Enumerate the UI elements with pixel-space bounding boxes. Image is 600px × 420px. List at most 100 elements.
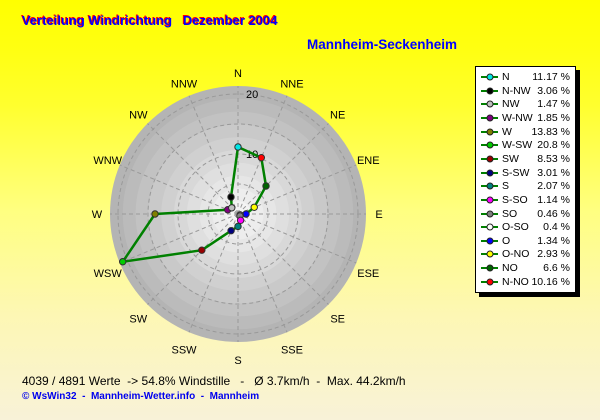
data-point-marker <box>236 216 245 225</box>
direction-labels: N NNE NE ENE E ESE SE SSE S SSW SW WSW W WNW NW NNW <box>92 68 383 367</box>
legend-item: N-NO 10.16 % <box>481 275 570 288</box>
legend-marker-dot-icon <box>486 264 493 272</box>
stats-line: 4039 / 4891 Werte -> 54.8% Windstille - … <box>22 374 406 388</box>
legend-direction-label: W <box>502 125 512 138</box>
legend-item: O 1.34 % <box>481 234 570 247</box>
legend-percent-value: 2.07 % <box>537 180 570 193</box>
legend-percent-value: 11.17 % <box>532 71 570 84</box>
legend-marker-dot-icon <box>486 155 493 163</box>
legend-marker-line <box>481 223 498 231</box>
direction-label: ENE <box>357 155 380 167</box>
legend-item: N 11.17 % <box>481 71 570 84</box>
legend-marker-dot-icon <box>486 87 493 95</box>
chart-title: Verteilung Windrichtung Dezember 2004 <box>22 13 278 28</box>
legend-direction-label: N-NO <box>502 275 529 288</box>
legend-marker-line <box>481 264 498 272</box>
legend-item: SW 8.53 % <box>481 152 570 165</box>
legend-item: S-SW 3.01 % <box>481 166 570 179</box>
legend-marker-line <box>481 100 498 108</box>
direction-label: E <box>375 209 382 221</box>
polar-grid <box>110 86 366 342</box>
legend-marker-line <box>481 114 498 122</box>
data-point-marker <box>234 222 242 231</box>
legend-marker-dot-icon <box>486 141 493 149</box>
legend-marker-dot-icon <box>486 223 493 231</box>
legend-direction-label: SW <box>502 152 519 165</box>
legend-percent-value: 3.06 % <box>537 84 570 97</box>
direction-label: WNW <box>93 155 122 167</box>
legend-direction-label: S-SW <box>502 166 530 179</box>
legend-percent-value: 8.53 % <box>537 152 570 165</box>
legend-box: N 11.17 % N-NW 3.06 % NW 1.47 % W-NW 1.85 % W 13.… <box>475 66 576 293</box>
legend-direction-label: O-NO <box>502 248 530 261</box>
legend-percent-value: 20.8 % <box>537 139 570 152</box>
legend-marker-line <box>481 155 498 163</box>
legend-marker-line <box>481 73 498 81</box>
legend-item: S 2.07 % <box>481 180 570 193</box>
direction-label: S <box>234 355 241 367</box>
legend-direction-label: O <box>502 234 511 247</box>
direction-label: SSW <box>172 344 198 356</box>
legend-direction-label: W-SW <box>502 139 533 152</box>
data-point-marker <box>227 226 235 235</box>
legend-marker-dot-icon <box>486 169 493 177</box>
data-point-marker <box>228 204 236 212</box>
direction-label: N <box>234 68 242 80</box>
legend-percent-value: 1.34 % <box>537 234 570 247</box>
legend-marker-line <box>481 169 498 177</box>
legend-marker-dot-icon <box>486 210 493 218</box>
legend-item: O-SO 0.4 % <box>481 221 570 234</box>
legend-marker-dot-icon <box>486 100 493 108</box>
direction-label: SSE <box>281 344 303 356</box>
data-point-marker <box>257 153 266 162</box>
data-point-marker <box>118 258 127 266</box>
legend-percent-value: 6.6 % <box>543 262 570 275</box>
legend-marker-dot-icon <box>486 182 493 190</box>
credit-line: © WsWin32 - Mannheim-Wetter.info - Mannh… <box>22 391 260 402</box>
direction-label: NNW <box>171 79 198 91</box>
legend-marker-line <box>481 278 498 286</box>
legend-marker-line <box>481 182 498 190</box>
legend-item: O-NO 2.93 % <box>481 248 570 261</box>
legend-marker-line <box>481 141 498 149</box>
legend-item: NW 1.47 % <box>481 98 570 111</box>
legend-marker-dot-icon <box>486 114 493 122</box>
direction-label: SE <box>330 314 345 326</box>
legend-item: W-NW 1.85 % <box>481 112 570 125</box>
legend-item: W-SW 20.8 % <box>481 139 570 152</box>
direction-label: SW <box>129 314 147 326</box>
data-point-marker <box>262 182 270 190</box>
legend-marker-dot-icon <box>486 73 493 81</box>
legend-percent-value: 0.46 % <box>537 207 570 220</box>
data-point-marker <box>151 210 159 218</box>
legend-marker-dot-icon <box>486 128 493 136</box>
legend-percent-value: 0.4 % <box>543 221 570 234</box>
legend-percent-value: 1.85 % <box>537 112 570 125</box>
legend-percent-value: 3.01 % <box>537 166 570 179</box>
direction-label: NW <box>129 109 148 121</box>
station-name: Mannheim-Seckenheim <box>306 37 457 52</box>
legend-marker-dot-icon <box>486 278 493 286</box>
legend-marker-line <box>481 196 498 204</box>
direction-label: WSW <box>94 268 123 280</box>
legend-marker-dot-icon <box>486 250 493 258</box>
direction-label: NE <box>330 109 345 121</box>
legend-direction-label: S-SO <box>502 193 528 206</box>
legend-marker-dot-icon <box>486 237 493 245</box>
legend-direction-label: SO <box>502 207 518 220</box>
legend-item: SO 0.46 % <box>481 207 570 220</box>
legend-percent-value: 2.93 % <box>537 248 570 261</box>
data-point-marker <box>234 143 242 151</box>
legend-item: N-NW 3.06 % <box>481 84 570 97</box>
direction-label: W <box>92 209 103 221</box>
legend-percent-value: 10.16 % <box>531 275 570 288</box>
legend-direction-label: NW <box>502 98 520 111</box>
legend-percent-value: 13.83 % <box>531 125 570 138</box>
data-point-marker <box>227 193 235 201</box>
legend-direction-label: S <box>502 180 510 193</box>
data-point-marker <box>198 246 206 254</box>
legend-percent-value: 1.14 % <box>537 193 570 206</box>
ring-label: 20 <box>246 89 258 101</box>
legend-item: S-SO 1.14 % <box>481 193 570 206</box>
legend-marker-line <box>481 237 498 245</box>
